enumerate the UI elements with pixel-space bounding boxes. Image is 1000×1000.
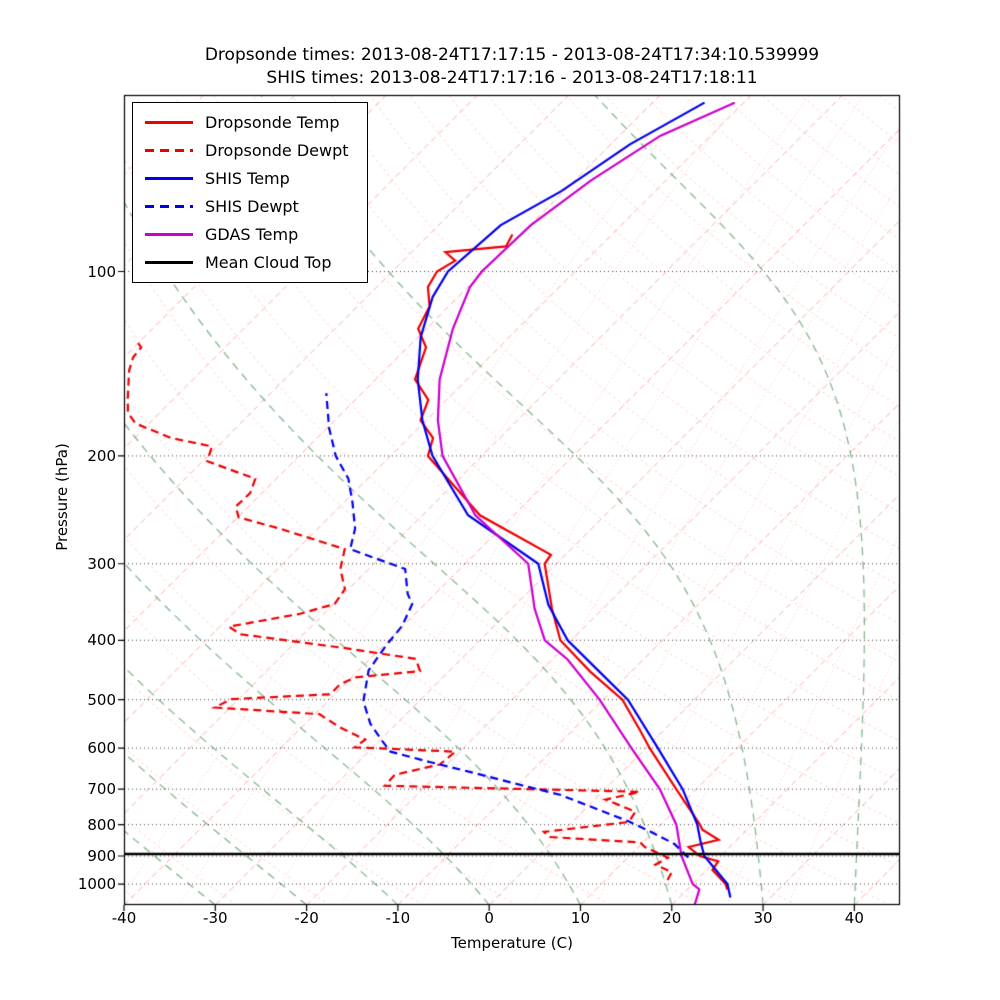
x-tick-label: -20 <box>294 909 319 927</box>
y-tick-label: 400 <box>87 631 116 650</box>
x-axis-label: Temperature (C) <box>451 934 573 952</box>
y-tick-label: 700 <box>87 780 116 799</box>
y-tick-label: 100 <box>87 262 116 281</box>
y-tick-label: 500 <box>87 690 116 709</box>
y-tick-label: 1000 <box>77 875 116 894</box>
legend-label: Dropsonde Temp <box>205 113 340 132</box>
legend-line-sample <box>145 149 193 152</box>
y-tick-label: 300 <box>87 554 116 573</box>
y-tick-label: 600 <box>87 739 116 758</box>
legend-item-mean-cloud-top: Mean Cloud Top <box>145 253 349 272</box>
title-dropsonde-times: Dropsonde times: 2013-08-24T17:17:15 - 2… <box>204 45 820 65</box>
x-tick-label: 0 <box>484 909 494 927</box>
legend-label: SHIS Temp <box>205 169 290 188</box>
x-tick-label: 20 <box>662 909 682 927</box>
y-tick-label: 900 <box>87 847 116 865</box>
x-tick-label: 30 <box>753 909 773 927</box>
legend-item-dropsonde-temp: Dropsonde Temp <box>145 113 349 132</box>
legend-item-gdas-temp: GDAS Temp <box>145 225 349 244</box>
x-tick-label: -30 <box>203 909 228 927</box>
x-tick-label: 40 <box>844 909 864 927</box>
y-tick-label: 800 <box>87 815 116 834</box>
legend-item-dropsonde-dewpt: Dropsonde Dewpt <box>145 141 349 160</box>
legend-line-sample <box>145 261 193 264</box>
legend-line-sample <box>145 177 193 180</box>
x-tick-label: 10 <box>570 909 591 927</box>
legend-line-sample <box>145 205 193 208</box>
legend-line-sample <box>145 233 193 236</box>
title-shis-times: SHIS times: 2013-08-24T17:17:16 - 2013-0… <box>266 68 758 88</box>
legend-label: SHIS Dewpt <box>205 197 299 216</box>
legend-label: GDAS Temp <box>205 225 299 244</box>
y-axis-label: Pressure (hPa) <box>53 443 71 551</box>
chart-title: Dropsonde times: 2013-08-24T17:17:15 - 2… <box>124 44 900 90</box>
legend-label: Dropsonde Dewpt <box>205 141 349 160</box>
legend-label: Mean Cloud Top <box>205 253 332 272</box>
legend-item-shis-dewpt: SHIS Dewpt <box>145 197 349 216</box>
x-tick-label: -40 <box>111 909 137 927</box>
legend-item-shis-temp: SHIS Temp <box>145 169 349 188</box>
legend: Dropsonde Temp Dropsonde Dewpt SHIS Temp SH… <box>132 102 368 283</box>
x-tick-label: -10 <box>385 909 411 927</box>
y-tick-label: 200 <box>87 446 116 465</box>
legend-line-sample <box>145 121 193 124</box>
